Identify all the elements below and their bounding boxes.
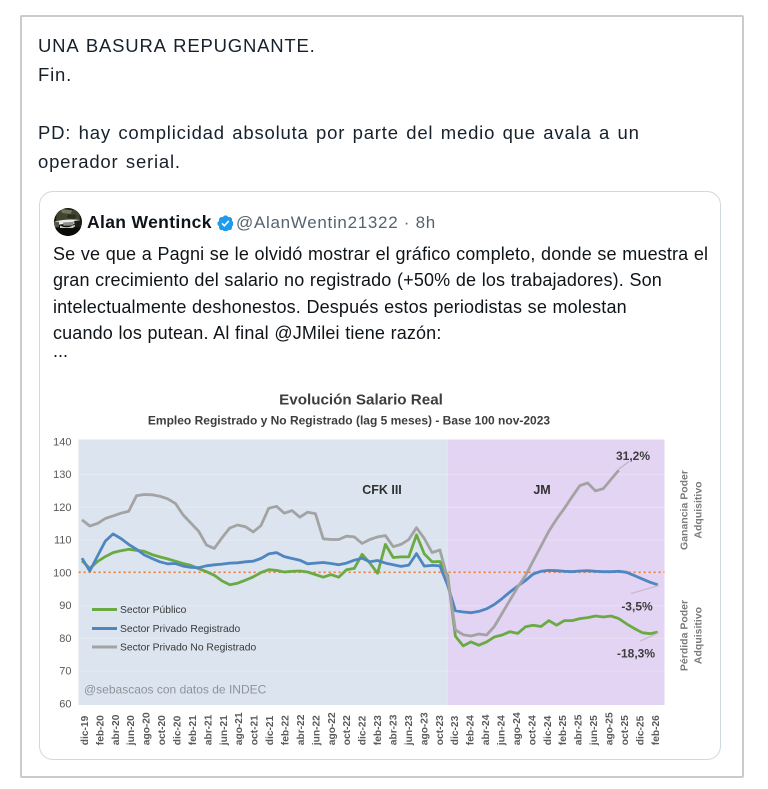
svg-text:abr-20: abr-20 [111, 714, 122, 745]
svg-text:-18,3%: -18,3% [617, 647, 655, 661]
svg-text:feb-24: feb-24 [466, 715, 477, 745]
svg-text:dic-24: dic-24 [543, 715, 554, 745]
svg-text:ago-20: ago-20 [142, 712, 153, 745]
svg-text:abr-25: abr-25 [574, 714, 585, 745]
svg-text:100: 100 [53, 567, 71, 579]
svg-text:ago-25: ago-25 [605, 712, 616, 745]
svg-text:feb-22: feb-22 [281, 715, 292, 745]
svg-text:120: 120 [53, 502, 71, 514]
svg-text:Sector Privado Registrado: Sector Privado Registrado [120, 624, 240, 635]
svg-text:dic-19: dic-19 [80, 715, 91, 745]
svg-text:ago-21: ago-21 [234, 712, 245, 745]
svg-text:31,2%: 31,2% [616, 449, 650, 463]
svg-text:feb-26: feb-26 [651, 715, 662, 745]
svg-text:feb-23: feb-23 [373, 715, 384, 745]
svg-text:oct-23: oct-23 [435, 715, 446, 745]
svg-text:oct-22: oct-22 [342, 715, 353, 745]
svg-text:oct-24: oct-24 [527, 715, 538, 745]
svg-text:jun-23: jun-23 [404, 715, 415, 746]
svg-text:feb-25: feb-25 [558, 715, 569, 745]
svg-text:oct-21: oct-21 [250, 715, 261, 745]
svg-text:dic-20: dic-20 [173, 715, 184, 745]
svg-text:@sebascaos con datos de INDEC: @sebascaos con datos de INDEC [84, 683, 267, 697]
svg-text:jun-25: jun-25 [589, 715, 600, 746]
svg-text:60: 60 [59, 698, 71, 710]
svg-text:jun-21: jun-21 [219, 715, 230, 746]
svg-text:-3,5%: -3,5% [621, 600, 653, 614]
svg-text:dic-23: dic-23 [450, 715, 461, 745]
svg-text:Ganancia Poder: Ganancia Poder [679, 470, 691, 550]
svg-text:abr-23: abr-23 [389, 714, 400, 745]
svg-text:90: 90 [59, 600, 71, 612]
svg-text:130: 130 [53, 469, 71, 481]
svg-text:Sector Privado No Registrado: Sector Privado No Registrado [120, 643, 256, 654]
svg-text:110: 110 [54, 535, 72, 547]
svg-text:jun-20: jun-20 [126, 715, 137, 746]
svg-text:ago-23: ago-23 [419, 712, 430, 745]
svg-text:CFK III: CFK III [362, 483, 402, 497]
svg-text:feb-20: feb-20 [95, 715, 106, 745]
svg-text:JM: JM [533, 483, 550, 497]
svg-text:Sector Público: Sector Público [120, 605, 187, 616]
svg-text:oct-25: oct-25 [620, 715, 631, 745]
svg-text:dic-22: dic-22 [358, 715, 369, 745]
svg-text:ago-24: ago-24 [512, 712, 523, 745]
svg-text:jun-24: jun-24 [497, 715, 508, 746]
svg-text:dic-25: dic-25 [635, 715, 646, 745]
svg-text:feb-21: feb-21 [188, 715, 199, 745]
svg-text:Adquisitivo: Adquisitivo [693, 481, 705, 538]
svg-text:80: 80 [59, 633, 71, 645]
svg-text:Pérdida Poder: Pérdida Poder [679, 600, 691, 671]
svg-text:abr-21: abr-21 [203, 714, 214, 745]
svg-text:Evolución Salario Real: Evolución Salario Real [279, 392, 443, 409]
svg-text:jun-22: jun-22 [311, 715, 322, 746]
svg-text:abr-22: abr-22 [296, 714, 307, 745]
svg-text:ago-22: ago-22 [327, 712, 338, 745]
svg-text:abr-24: abr-24 [481, 714, 492, 745]
svg-text:Empleo Registrado y No Registr: Empleo Registrado y No Registrado (lag 5… [148, 414, 550, 428]
svg-text:oct-20: oct-20 [157, 715, 168, 745]
svg-text:dic-21: dic-21 [265, 715, 276, 745]
svg-text:Adquisitivo: Adquisitivo [693, 607, 705, 664]
svg-text:70: 70 [59, 666, 71, 678]
svg-text:140: 140 [53, 436, 71, 448]
